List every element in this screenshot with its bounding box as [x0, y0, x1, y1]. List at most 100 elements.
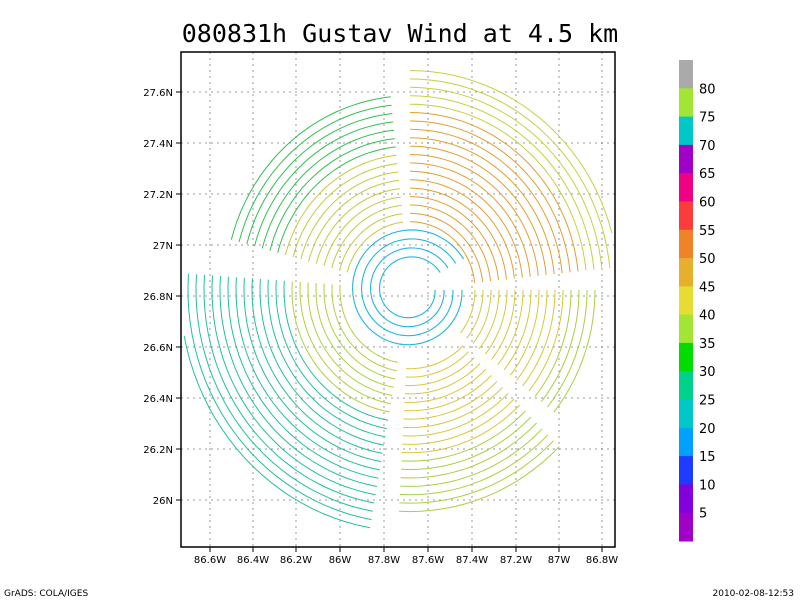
- streamline: [243, 277, 382, 463]
- streamline: [409, 128, 563, 274]
- streamline: [553, 289, 596, 413]
- streamline: [409, 103, 587, 271]
- colorbar-swatch: [679, 116, 693, 146]
- streamline: [346, 221, 404, 273]
- streamline: [267, 279, 386, 438]
- streamline: [403, 386, 503, 429]
- streamline: [401, 404, 520, 454]
- x-tick-label: 87.8W: [368, 555, 400, 566]
- y-tick-label: 26.2N: [143, 445, 173, 456]
- colorbar-swatch: [679, 342, 693, 372]
- streamline: [409, 196, 499, 281]
- colorbar-swatch: [679, 60, 693, 89]
- streamline: [409, 70, 613, 234]
- colorbar-label: 80: [699, 82, 716, 97]
- colorbar-swatch: [679, 229, 693, 259]
- colorbar-label: 30: [699, 365, 716, 380]
- streamline: [400, 428, 543, 487]
- streamline: [361, 238, 457, 337]
- y-tick-label: 26N: [153, 496, 173, 507]
- streamline: [251, 278, 383, 454]
- streamline: [370, 247, 449, 328]
- colorbar-swatch: [679, 484, 693, 514]
- streamline: [547, 289, 588, 408]
- streamline: [195, 274, 373, 512]
- streamline: [219, 276, 378, 487]
- colorbar-swatch: [679, 201, 693, 231]
- colorbar-label: 50: [699, 252, 716, 267]
- streamline: [399, 440, 554, 504]
- streamline: [339, 213, 403, 271]
- streamline: [405, 357, 475, 387]
- streamline: [401, 416, 532, 471]
- streamline: [399, 434, 549, 496]
- colorbar-swatch: [679, 456, 693, 485]
- streamline: [460, 289, 476, 334]
- streamline: [472, 289, 492, 344]
- x-tick-label: 86.6W: [194, 555, 226, 566]
- footer-right: 2010-02-08-12:53: [713, 589, 795, 599]
- y-tick-label: 26.8N: [143, 292, 173, 303]
- streamline: [409, 179, 515, 279]
- chart-title: 080831h Gustav Wind at 4.5 km: [182, 19, 619, 48]
- colorbar-label: 20: [699, 422, 716, 437]
- x-tick-label: 87.2W: [500, 555, 532, 566]
- streamline: [409, 212, 484, 283]
- colorbar-label: 5: [699, 507, 707, 522]
- x-tick-label: 86.4W: [237, 555, 269, 566]
- streamline: [211, 275, 376, 496]
- streamline: [405, 351, 470, 378]
- streamline: [238, 104, 392, 243]
- streamline: [401, 410, 526, 462]
- y-axis: 27.6N 27.4N 27.2N 27N 26.8N 26.6N 26.4N 26.2N 26…: [143, 88, 181, 507]
- y-tick-label: 26.4N: [143, 394, 173, 405]
- streamline: [409, 78, 611, 268]
- streamline: [522, 289, 556, 387]
- streamline: [409, 170, 523, 278]
- streamline: [409, 162, 531, 277]
- streamline: [403, 380, 498, 420]
- streamline: [300, 171, 399, 260]
- x-tick-label: 87.6W: [412, 555, 444, 566]
- streamline: [540, 289, 580, 402]
- streamline: [261, 129, 395, 249]
- streamline: [331, 204, 402, 269]
- streamline: [246, 113, 393, 245]
- colorbar-label: 55: [699, 224, 716, 239]
- streamline: [409, 86, 603, 269]
- colorbar-label: 25: [699, 394, 716, 409]
- streamline: [509, 289, 540, 376]
- streamline: [466, 289, 484, 339]
- streamline: [291, 281, 390, 413]
- streamline: [315, 283, 394, 388]
- colorbar-swatch: [679, 427, 693, 457]
- plot-frame: [180, 51, 616, 548]
- streamline: [352, 229, 465, 346]
- streamline: [409, 137, 555, 275]
- streamline: [484, 289, 508, 355]
- streamline: [491, 289, 516, 360]
- streamline: [409, 95, 595, 270]
- y-tick-label: 27.2N: [143, 190, 173, 201]
- colorbar-swatch: [679, 286, 693, 316]
- streamline: [299, 281, 392, 405]
- footer-left: GrADS: COLA/IGES: [4, 589, 88, 599]
- streamline: [339, 284, 398, 363]
- x-axis: 86.6W 86.4W 86.2W 86W 87.8W 87.6W 87.4W 87.2W 87…: [194, 547, 618, 566]
- streamline: [254, 121, 394, 247]
- colorbar-swatch: [679, 258, 693, 287]
- y-tick-label: 27.6N: [143, 88, 173, 99]
- streamline: [478, 289, 500, 350]
- colorbar-label: 10: [699, 478, 716, 493]
- streamline: [277, 146, 396, 253]
- colorbar-swatch: [679, 144, 693, 174]
- y-tick-label: 27N: [153, 241, 173, 252]
- streamline: [183, 335, 371, 529]
- x-tick-label: 86W: [329, 555, 352, 566]
- colorbar-label: 65: [699, 167, 716, 182]
- streamline: [402, 398, 515, 445]
- colorbar-label: 70: [699, 139, 716, 154]
- streamline: [398, 446, 560, 513]
- colorbar-label: 40: [699, 309, 716, 324]
- colorbar-swatch: [679, 173, 693, 202]
